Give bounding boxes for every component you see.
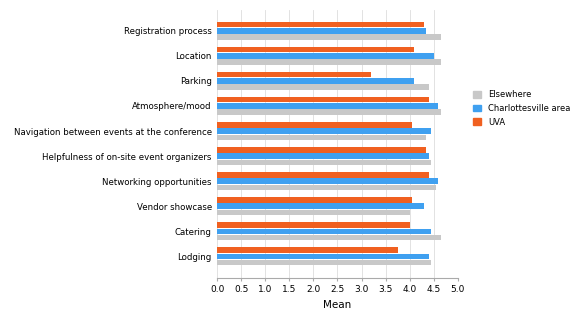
Bar xyxy=(217,135,426,140)
Bar xyxy=(217,160,431,165)
Bar xyxy=(217,247,398,253)
Bar xyxy=(217,34,441,40)
Bar xyxy=(217,260,431,265)
Bar xyxy=(217,59,441,65)
Bar xyxy=(217,254,429,259)
Bar xyxy=(217,204,424,209)
Legend: Elsewhere, Charlottesville area, UVA: Elsewhere, Charlottesville area, UVA xyxy=(471,89,572,128)
Bar xyxy=(217,235,441,240)
Bar xyxy=(217,153,429,159)
Bar xyxy=(217,72,371,78)
Bar xyxy=(217,109,441,115)
Bar xyxy=(217,210,410,215)
Bar xyxy=(217,228,431,234)
X-axis label: Mean: Mean xyxy=(323,300,352,310)
Bar xyxy=(217,222,410,228)
Bar xyxy=(217,147,426,152)
Bar xyxy=(217,128,431,134)
Bar xyxy=(217,122,412,128)
Bar xyxy=(217,22,424,27)
Bar xyxy=(217,85,429,90)
Bar xyxy=(217,97,429,102)
Bar xyxy=(217,78,414,84)
Bar xyxy=(217,185,436,190)
Bar xyxy=(217,47,414,52)
Bar xyxy=(217,178,438,184)
Bar xyxy=(217,197,412,203)
Bar xyxy=(217,53,434,59)
Bar xyxy=(217,28,426,33)
Bar xyxy=(217,172,429,178)
Bar xyxy=(217,103,438,109)
